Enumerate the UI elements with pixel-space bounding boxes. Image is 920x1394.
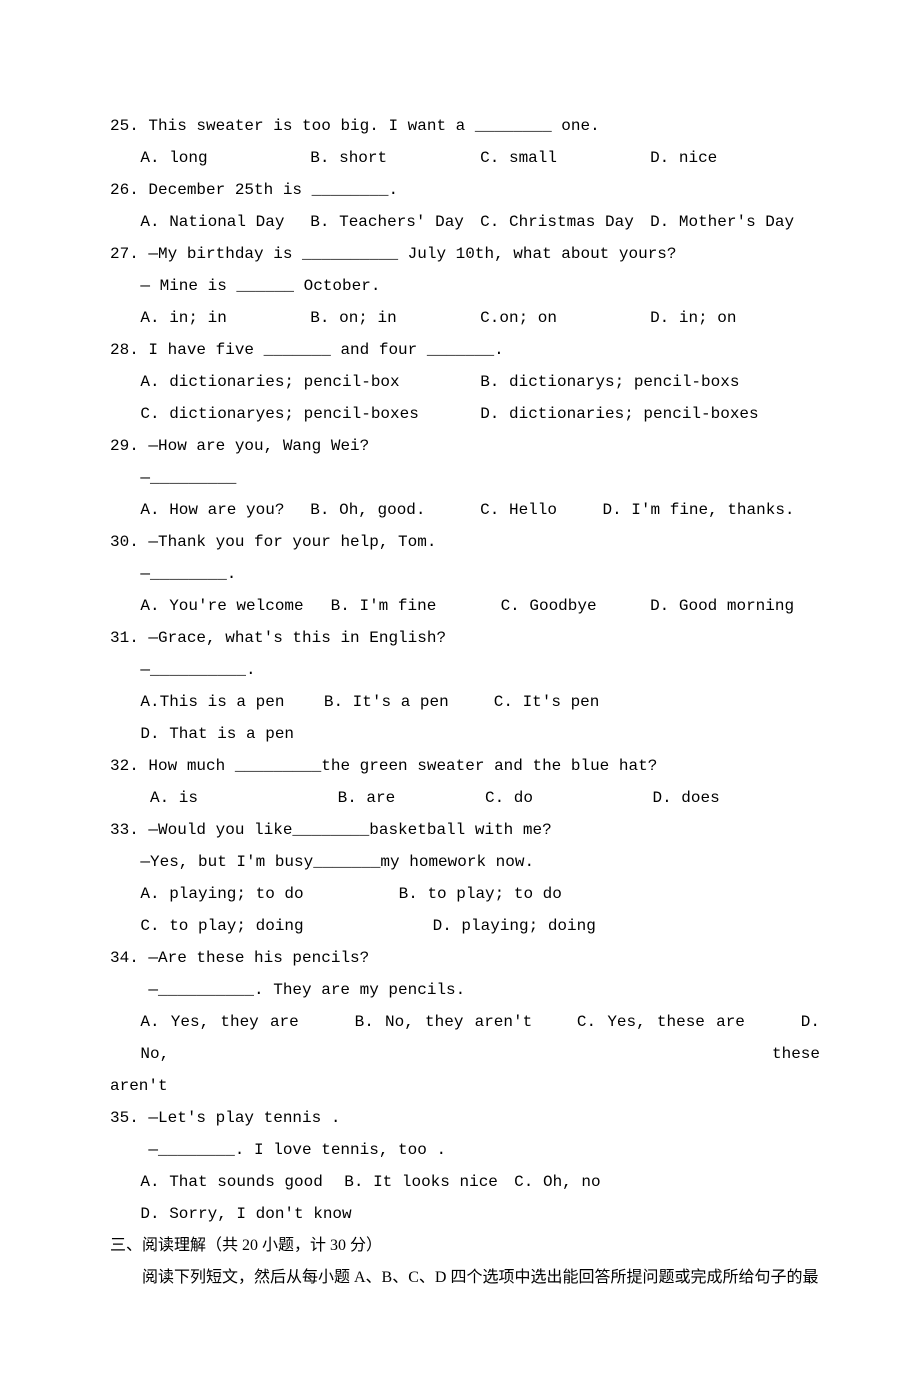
q28-opt-b[interactable]: B. dictionarys; pencil-boxs bbox=[480, 366, 820, 398]
q30-line2: —________. bbox=[110, 558, 820, 590]
q27-stem: 27. —My birthday is __________ July 10th… bbox=[110, 238, 820, 270]
q28-opt-c[interactable]: C. dictionaryes; pencil-boxes bbox=[140, 398, 480, 430]
q33-options-row1: A. playing; to doB. to play; to do bbox=[110, 878, 820, 910]
q32-opt-d[interactable]: D. does bbox=[652, 782, 820, 814]
q35-options: A. That sounds goodB. It looks niceC. Oh… bbox=[110, 1166, 820, 1230]
q25-opt-a[interactable]: A. long bbox=[140, 142, 310, 174]
q28-options-row2: C. dictionaryes; pencil-boxesD. dictiona… bbox=[110, 398, 820, 430]
q31-opt-b[interactable]: B. It's a pen bbox=[324, 686, 494, 718]
q31-options: A.This is a penB. It's a penC. It's pen D… bbox=[110, 686, 820, 750]
q25-stem: 25. This sweater is too big. I want a __… bbox=[110, 110, 820, 142]
q35-stem: 35. —Let's play tennis . bbox=[110, 1102, 820, 1134]
q33-stem: 33. —Would you like________basketball wi… bbox=[110, 814, 820, 846]
q32-opt-c[interactable]: C. do bbox=[485, 782, 653, 814]
q35-opt-b[interactable]: B. It looks nice bbox=[344, 1166, 514, 1198]
q26-stem: 26. December 25th is ________. bbox=[110, 174, 820, 206]
q29-line2: —_________ bbox=[110, 462, 820, 494]
q29-opt-b[interactable]: B. Oh, good. bbox=[310, 494, 480, 526]
q29-opt-a[interactable]: A. How are you? bbox=[140, 494, 310, 526]
q28-opt-d[interactable]: D. dictionaries; pencil-boxes bbox=[480, 398, 820, 430]
q32-options: A. isB. areC. doD. does bbox=[110, 782, 820, 814]
q25-opt-d[interactable]: D. nice bbox=[650, 142, 820, 174]
q31-opt-c[interactable]: C. It's pen bbox=[494, 686, 664, 718]
q32-opt-b[interactable]: B. are bbox=[338, 782, 485, 814]
section3-intro: 阅读下列短文，然后从每小题 A、B、C、D 四个选项中选出能回答所提问题或完成所… bbox=[110, 1262, 820, 1294]
q25-opt-c[interactable]: C. small bbox=[480, 142, 650, 174]
q30-opt-d[interactable]: D. Good morning bbox=[650, 590, 820, 622]
q28-stem: 28. I have five _______ and four _______… bbox=[110, 334, 820, 366]
q34-options-line[interactable]: A. Yes, they are B. No, they aren't C. Y… bbox=[110, 1006, 820, 1070]
q27-opt-a[interactable]: A. in; in bbox=[140, 302, 310, 334]
q34-line2: —__________. They are my pencils. bbox=[110, 974, 820, 1006]
q30-opt-b[interactable]: B. I'm fine bbox=[331, 590, 501, 622]
q33-opt-a[interactable]: A. playing; to do bbox=[140, 878, 398, 910]
section3-title: 三、阅读理解（共 20 小题，计 30 分） bbox=[110, 1230, 820, 1262]
q27-opt-d[interactable]: D. in; on bbox=[650, 302, 820, 334]
q31-stem: 31. —Grace, what's this in English? bbox=[110, 622, 820, 654]
q27-opt-b[interactable]: B. on; in bbox=[310, 302, 480, 334]
q26-opt-b[interactable]: B. Teachers' Day bbox=[310, 206, 480, 238]
q26-opt-d[interactable]: D. Mother's Day bbox=[650, 206, 820, 238]
q29-stem: 29. —How are you, Wang Wei? bbox=[110, 430, 820, 462]
q29-options: A. How are you?B. Oh, good.C. HelloD. I'… bbox=[110, 494, 820, 526]
q34-tail: aren't bbox=[110, 1070, 820, 1102]
q29-opt-c[interactable]: C. Hello bbox=[480, 494, 602, 526]
q30-opt-c[interactable]: C. Goodbye bbox=[501, 590, 651, 622]
q33-opt-b[interactable]: B. to play; to do bbox=[399, 878, 562, 910]
q29-opt-d[interactable]: D. I'm fine, thanks. bbox=[603, 494, 820, 526]
q27-options: A. in; inB. on; inC.on; onD. in; on bbox=[110, 302, 820, 334]
q28-options-row1: A. dictionaries; pencil-boxB. dictionary… bbox=[110, 366, 820, 398]
q26-options: A. National DayB. Teachers' DayC. Christ… bbox=[110, 206, 820, 238]
q35-opt-d[interactable]: D. Sorry, I don't know bbox=[140, 1198, 351, 1230]
q32-opt-a[interactable]: A. is bbox=[150, 782, 338, 814]
q28-opt-a[interactable]: A. dictionaries; pencil-box bbox=[140, 366, 480, 398]
q34-stem: 34. —Are these his pencils? bbox=[110, 942, 820, 974]
q33-opt-d[interactable]: D. playing; doing bbox=[433, 910, 596, 942]
q31-line2: —__________. bbox=[110, 654, 820, 686]
q25-options: A. longB. shortC. smallD. nice bbox=[110, 142, 820, 174]
q30-stem: 30. —Thank you for your help, Tom. bbox=[110, 526, 820, 558]
q33-options-row2: C. to play; doingD. playing; doing bbox=[110, 910, 820, 942]
q31-opt-a[interactable]: A.This is a pen bbox=[140, 686, 323, 718]
q25-opt-b[interactable]: B. short bbox=[310, 142, 480, 174]
q35-opt-a[interactable]: A. That sounds good bbox=[140, 1166, 344, 1198]
q26-opt-a[interactable]: A. National Day bbox=[140, 206, 310, 238]
q32-stem: 32. How much _________the green sweater … bbox=[110, 750, 820, 782]
q27-opt-c[interactable]: C.on; on bbox=[480, 302, 650, 334]
q31-opt-d[interactable]: D. That is a pen bbox=[140, 718, 310, 750]
q27-line2: — Mine is ______ October. bbox=[110, 270, 820, 302]
q35-opt-c[interactable]: C. Oh, no bbox=[514, 1166, 636, 1198]
q35-line2: —________. I love tennis, too . bbox=[110, 1134, 820, 1166]
q30-options: A. You're welcomeB. I'm fineC. GoodbyeD.… bbox=[110, 590, 820, 622]
q30-opt-a[interactable]: A. You're welcome bbox=[140, 590, 330, 622]
q33-opt-c[interactable]: C. to play; doing bbox=[140, 910, 432, 942]
q33-line2: —Yes, but I'm busy_______my homework now… bbox=[110, 846, 820, 878]
q26-opt-c[interactable]: C. Christmas Day bbox=[480, 206, 650, 238]
